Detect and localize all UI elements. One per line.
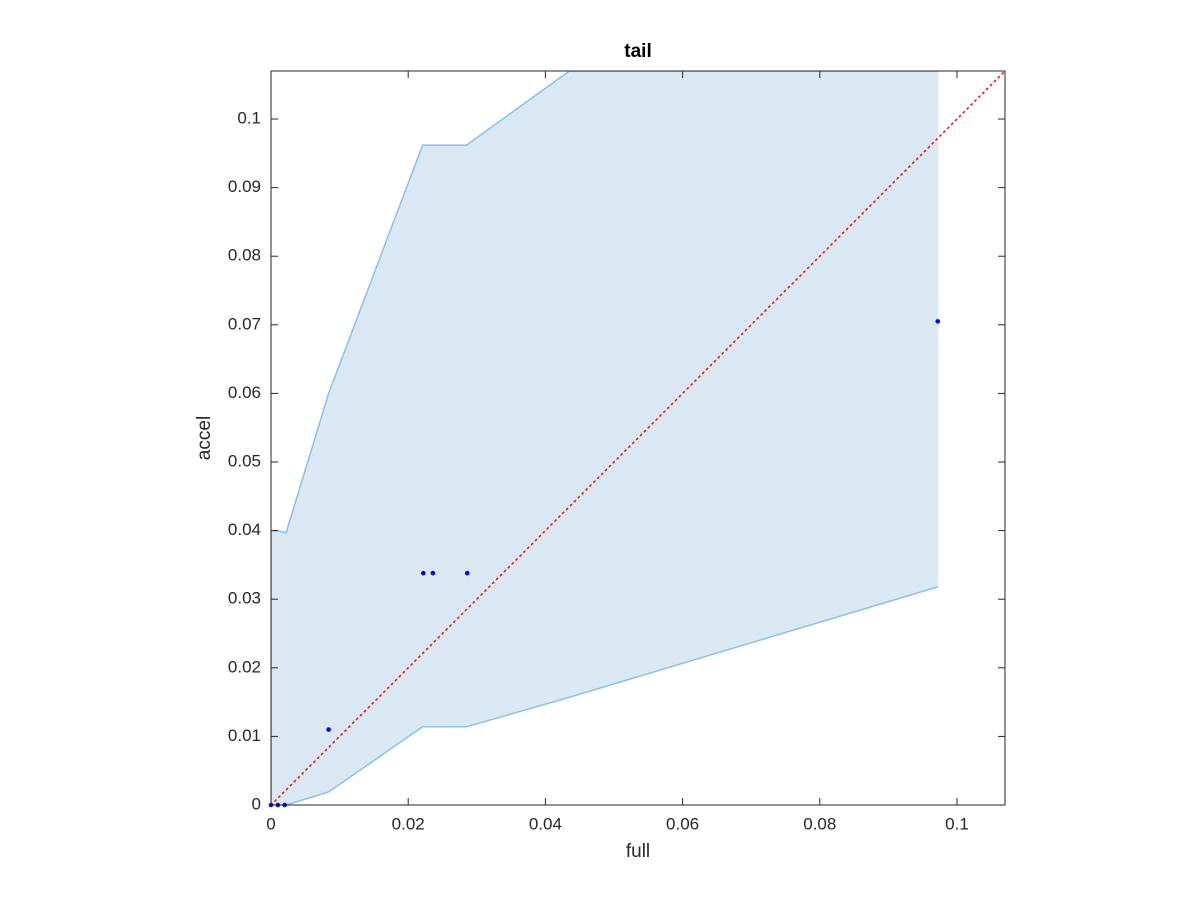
x-tick-label: 0 [266,814,275,833]
y-tick-label: 0.03 [228,589,261,608]
scatter-point [326,727,331,732]
y-tick-label: 0.05 [228,451,261,470]
chart-title: tail [624,41,651,62]
plot-area [271,71,1005,805]
x-axis-label: full [626,841,650,862]
scatter-point [430,570,436,576]
band-lower-edge [271,586,938,805]
y-tick-label: 0.07 [228,314,261,333]
axes-box [270,70,1006,806]
identity-line [271,71,1005,805]
y-tick-label: 0.08 [228,246,261,265]
y-tick-label: 0.09 [228,177,261,196]
x-tick-label: 0.02 [392,814,425,833]
scatter-point [935,319,941,324]
y-tick-label: 0.01 [228,726,261,745]
y-tick-label: 0 [252,794,261,813]
band-upper-edge [271,71,938,534]
band-fill [271,71,938,805]
x-tick-label: 0.04 [529,814,562,833]
y-tick-label: 0.04 [228,520,261,539]
y-tick-label: 0.02 [228,657,261,676]
scatter-point [464,570,470,576]
y-tick-label: 0.06 [228,383,261,402]
scatter-point [420,570,426,576]
y-tick-label: 0.1 [237,109,261,128]
x-tick-label: 0.06 [666,814,699,833]
x-tick-label: 0.08 [803,814,836,833]
y-axis-label: accel [194,416,215,460]
x-tick-label: 0.1 [945,814,969,833]
